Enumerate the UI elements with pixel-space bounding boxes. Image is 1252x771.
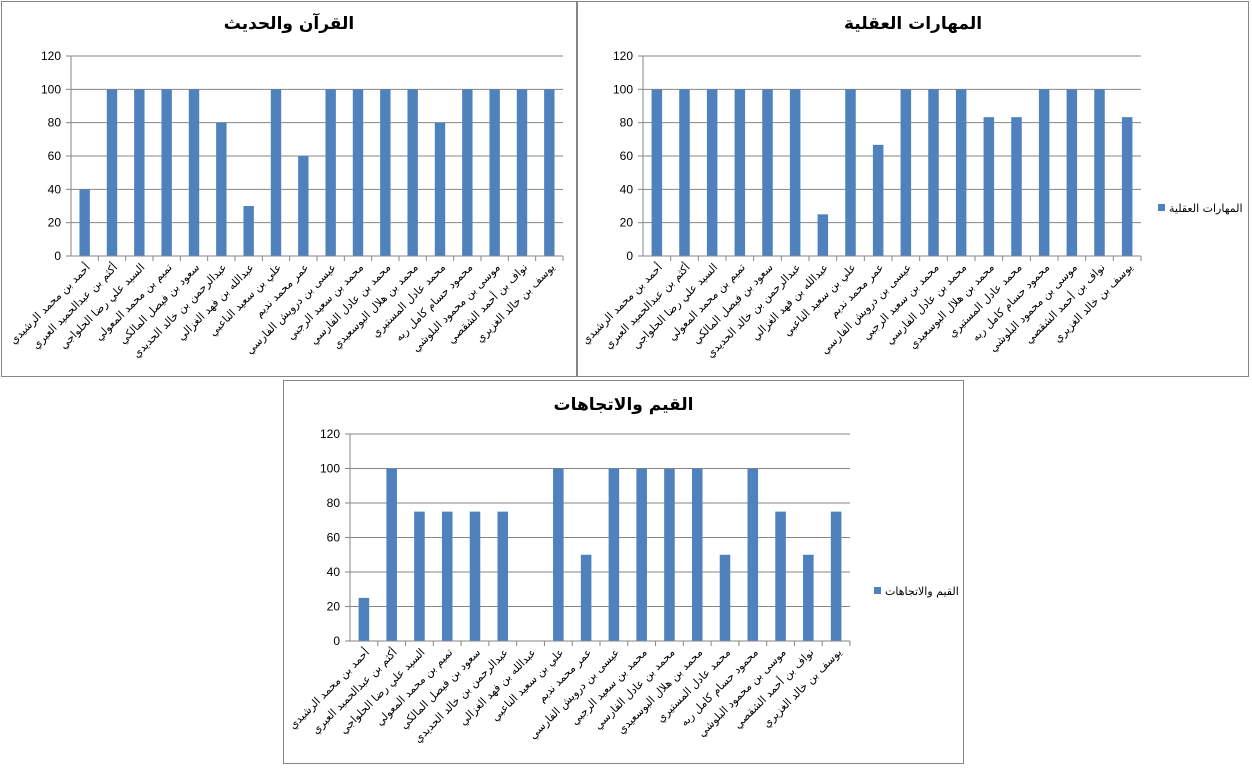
- bar: [553, 468, 564, 641]
- bar: [489, 89, 500, 256]
- y-tick-label: 0: [54, 249, 61, 263]
- y-tick-label: 120: [320, 427, 340, 441]
- bar: [134, 89, 145, 256]
- bar: [719, 554, 731, 641]
- bar: [762, 89, 773, 256]
- bar: [79, 189, 90, 256]
- bar: [216, 122, 227, 257]
- y-tick-label: 100: [320, 462, 340, 476]
- legend-swatch: [874, 587, 881, 594]
- y-tick-label: 0: [333, 634, 340, 648]
- y-tick-label: 100: [613, 82, 633, 96]
- y-tick-label: 20: [620, 216, 634, 230]
- bar: [352, 89, 364, 256]
- bar: [270, 89, 282, 256]
- y-tick-label: 0: [626, 249, 633, 263]
- bar: [928, 89, 939, 256]
- y-tick-label: 60: [327, 531, 341, 545]
- bar: [691, 468, 703, 641]
- y-tick-label: 20: [48, 216, 62, 230]
- bar: [298, 156, 309, 256]
- y-tick-label: 80: [48, 116, 62, 130]
- bar: [872, 144, 884, 256]
- y-tick-label: 100: [41, 82, 61, 96]
- legend-label: القيم والاتجاهات: [885, 585, 959, 598]
- bar: [407, 89, 418, 256]
- bar: [380, 89, 391, 256]
- bar: [1121, 117, 1133, 257]
- y-tick-label: 80: [327, 496, 341, 510]
- chart-title: القيم والاتجاهات: [553, 395, 694, 415]
- bar: [636, 468, 647, 641]
- y-tick-label: 40: [620, 182, 634, 196]
- bar: [386, 468, 397, 641]
- y-tick-label: 60: [48, 149, 62, 163]
- bar: [608, 468, 620, 641]
- legend-swatch: [1158, 204, 1165, 211]
- chart-quran-hadith: القرآن والحديث 0 20 40 60 80 100 120 أحمد بن مح…: [1, 1, 577, 377]
- bar: [1094, 89, 1105, 256]
- chart-values-attitudes: القيم والاتجاهات 0 20 40 60 80 100 120 أحمد بن …: [283, 380, 964, 764]
- bar: [664, 468, 675, 641]
- bar: [747, 468, 759, 641]
- bar: [1038, 89, 1050, 256]
- bar: [462, 89, 473, 256]
- bar: [789, 89, 801, 256]
- bar: [188, 89, 200, 256]
- bar: [1066, 89, 1078, 256]
- chart-title: القرآن والحديث: [223, 14, 355, 34]
- bar: [497, 511, 509, 641]
- bar: [1011, 117, 1022, 257]
- bar: [516, 89, 528, 256]
- y-tick-label: 60: [620, 149, 634, 163]
- bar: [775, 511, 786, 641]
- bar: [414, 511, 425, 641]
- y-tick-label: 40: [48, 182, 62, 196]
- y-tick-label: 120: [41, 49, 61, 63]
- bar: [900, 89, 912, 256]
- chart-title: المهارات العقلية: [843, 14, 983, 34]
- bar: [441, 511, 453, 641]
- bar: [803, 554, 814, 641]
- y-tick-label: 20: [327, 600, 341, 614]
- bar: [734, 89, 746, 256]
- chart-mental-skills: المهارات العقلية 0 20 40 60 80 100 120 أحمد بن …: [577, 1, 1249, 377]
- bar: [580, 554, 592, 641]
- bar: [955, 89, 967, 256]
- bar: [106, 89, 118, 256]
- bar: [679, 89, 690, 256]
- bar: [817, 214, 829, 256]
- bar: [325, 89, 336, 256]
- bar: [651, 89, 663, 256]
- legend-label: المهارات العقلية: [1169, 202, 1243, 215]
- y-tick-label: 40: [327, 565, 341, 579]
- bar: [983, 117, 995, 257]
- bar: [544, 89, 555, 256]
- bar: [706, 89, 718, 256]
- bar: [161, 89, 172, 256]
- y-tick-label: 120: [613, 49, 633, 63]
- bar: [358, 597, 370, 641]
- bar: [469, 511, 481, 641]
- y-tick-label: 80: [620, 116, 634, 130]
- bar: [830, 511, 842, 641]
- bar: [845, 89, 856, 256]
- bar: [243, 206, 254, 256]
- bar: [434, 122, 446, 257]
